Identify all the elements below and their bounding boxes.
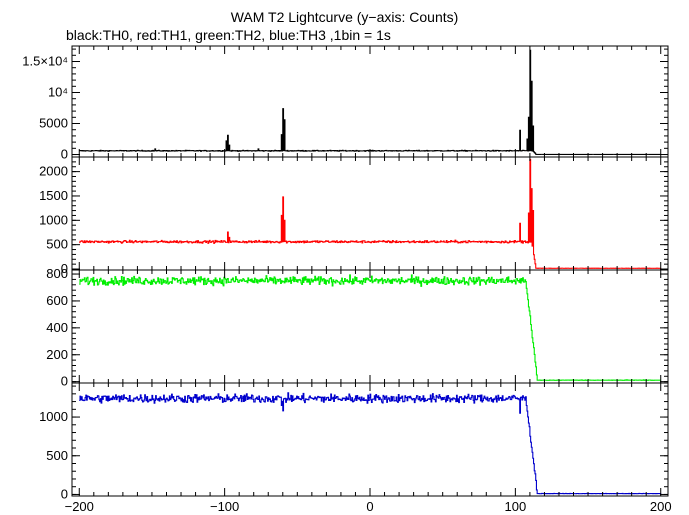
y-tick-label-th0: 0: [61, 147, 68, 162]
y-tick-label-th1: 0: [61, 261, 68, 276]
y-tick-label-th0: 5000: [39, 116, 68, 131]
y-tick-label-th2: 0: [61, 374, 68, 389]
y-tick-label-th2: 200: [46, 347, 68, 362]
x-tick-label: 200: [650, 499, 672, 514]
x-tick-label: −100: [210, 499, 239, 514]
panels-group: 0500010⁴1.5×10⁴0500100015002000020040060…: [22, 45, 669, 501]
y-tick-label-th3: 1000: [39, 409, 68, 424]
series-line-th0: [79, 49, 661, 155]
y-tick-label-th3: 500: [46, 448, 68, 463]
panel-th0: 0 5000 10⁴ 1.5×10⁴: [22, 45, 669, 162]
panel-th2: 0 200 400 600 800: [46, 266, 669, 389]
y-tick-label-th2: 400: [46, 320, 68, 335]
series-line-th1: [79, 158, 662, 269]
y-tick-label-th2: 800: [46, 266, 68, 281]
y-tick-label-th1: 2000: [39, 164, 68, 179]
y-tick-label-th0: 10⁴: [48, 85, 68, 100]
y-tick-label-th2: 600: [46, 293, 68, 308]
series-line-th2: [79, 274, 661, 381]
x-tick-label: −200: [65, 499, 94, 514]
panel-th3: 0 500 1000: [39, 382, 669, 501]
y-tick-label-th1: 500: [46, 237, 68, 252]
panel-th1: 0 500 1000 1500 2000: [39, 156, 669, 276]
x-tick-label: 0: [366, 499, 373, 514]
x-tick-label: 100: [505, 499, 527, 514]
panel-frame-th1: [71, 156, 669, 271]
series-line-th3: [79, 392, 662, 495]
panel-frame-th0: [71, 45, 669, 158]
y-tick-label-th3: 0: [61, 486, 68, 501]
chart-subtitle: black:TH0, red:TH1, green:TH2, blue:TH3 …: [66, 27, 391, 43]
y-tick-label-th1: 1000: [39, 212, 68, 227]
panel-frame-th2: [71, 269, 669, 384]
chart-title: WAM T2 Lightcurve (y−axis: Counts): [230, 9, 459, 25]
y-tick-label-th1: 1500: [39, 188, 68, 203]
y-tick-label-th0: 1.5×10⁴: [22, 54, 68, 69]
x-axis: −200 −100 0 100 200: [65, 499, 672, 514]
